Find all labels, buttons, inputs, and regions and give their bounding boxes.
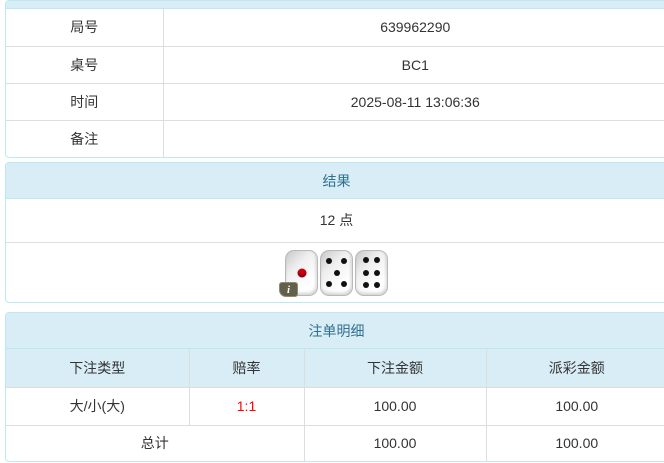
table-row: 备注 — [6, 119, 664, 157]
odds-column-header: 赔率 — [189, 349, 305, 388]
payout-amount-value: 100.00 — [555, 398, 599, 414]
die-pip — [340, 280, 347, 287]
game-info-panel: 局号 639962290 桌号 BC1 时间 2025-08-11 13:06:… — [5, 0, 664, 158]
round-number-value: 639962290 — [380, 19, 451, 36]
result-panel: 结果 12 点 i — [5, 162, 664, 303]
bet-amount-column-header: 下注金额 — [304, 349, 487, 388]
die-pip — [362, 257, 369, 264]
die-pip — [297, 268, 306, 277]
die-pip — [374, 281, 381, 288]
die-pip — [326, 280, 333, 287]
die-pip — [374, 269, 381, 276]
bet-type-column-header: 下注类型 — [6, 349, 190, 388]
round-number-label: 局号 — [6, 9, 164, 46]
die-pip — [340, 258, 347, 265]
total-payout-amount: 100.00 — [486, 424, 664, 461]
odds-value: 1:1 — [189, 387, 305, 425]
bets-panel: 注单明细 下注类型 赔率 下注金额 派彩金额 大/小(大) 1:1 100.00 — [5, 312, 664, 462]
die-pip — [362, 281, 369, 288]
result-points: 12 点 — [319, 212, 354, 228]
total-bet-amount: 100.00 — [304, 424, 487, 461]
table-number-value: BC1 — [163, 45, 664, 83]
total-row: 总计 100.00 100.00 — [6, 424, 664, 461]
table-row: 局号 639962290 — [6, 9, 664, 46]
dice-group: i — [6, 242, 664, 302]
table-row: 时间 2025-08-11 13:06:36 — [6, 82, 664, 120]
bets-header-row: 下注类型 赔率 下注金额 派彩金额 — [6, 349, 664, 388]
total-label: 总计 — [6, 424, 305, 461]
die-6-icon — [355, 249, 388, 296]
die-pip — [362, 269, 369, 276]
die-pip — [333, 269, 340, 276]
die-pip — [374, 257, 381, 264]
table-row: 桌号 BC1 — [6, 45, 664, 83]
remark-label: 备注 — [6, 119, 164, 157]
time-value: 2025-08-11 13:06:36 — [163, 82, 664, 120]
content-column: 局号 639962290 桌号 BC1 时间 2025-08-11 13:06:… — [5, 0, 664, 462]
table-number-label: 桌号 — [6, 45, 164, 83]
die-pip — [326, 258, 333, 265]
remark-value — [163, 119, 664, 157]
game-info-panel-heading — [6, 1, 664, 9]
die-5-icon — [320, 249, 353, 296]
time-label: 时间 — [6, 82, 164, 120]
bet-amount-value: 100.00 — [304, 387, 487, 425]
payout-amount-column-header: 派彩金额 — [486, 349, 664, 388]
table-row: 大/小(大) 1:1 100.00 100.00 — [6, 387, 664, 425]
game-info-table: 局号 639962290 桌号 BC1 时间 2025-08-11 13:06:… — [6, 9, 664, 157]
info-tooltip-icon[interactable]: i — [279, 281, 298, 297]
result-panel-title: 结果 — [6, 163, 664, 199]
bet-type-value: 大/小(大) — [6, 387, 190, 425]
bets-table: 下注类型 赔率 下注金额 派彩金额 大/小(大) 1:1 100.00 100.… — [6, 349, 664, 461]
bets-panel-title: 注单明细 — [6, 313, 664, 349]
die-1-icon: i — [279, 249, 318, 297]
